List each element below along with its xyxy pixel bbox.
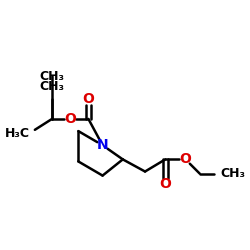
Text: CH₃: CH₃ [40,80,64,93]
Text: O: O [159,177,171,191]
Text: H₃C: H₃C [5,126,30,140]
Text: CH₃: CH₃ [220,167,245,180]
Text: O: O [180,152,192,166]
Text: O: O [64,112,76,126]
Text: N: N [97,138,108,152]
Text: CH₃: CH₃ [40,70,64,84]
Text: O: O [82,92,94,106]
